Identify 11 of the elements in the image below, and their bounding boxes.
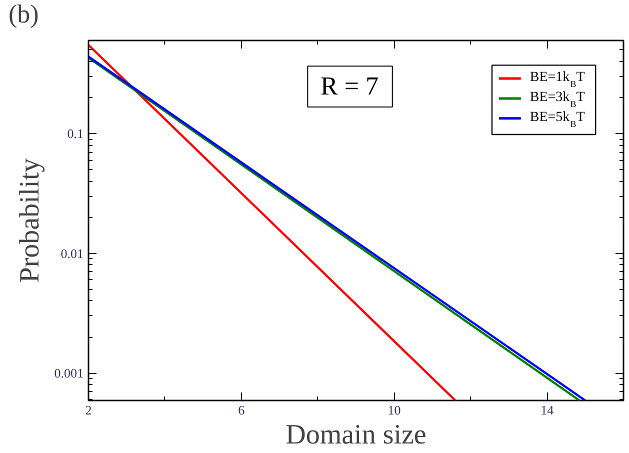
x-tick-label: 6 xyxy=(238,402,246,418)
y-tick-label: 0.1 xyxy=(67,126,84,142)
x-tick-label: 10 xyxy=(388,402,401,418)
x-tick-label: 14 xyxy=(540,402,554,418)
y-axis-title: Probability xyxy=(14,158,46,283)
annotation: R = 7 xyxy=(320,72,379,101)
y-tick-label: 0.001 xyxy=(54,366,84,381)
y-tick-label: 0.01 xyxy=(60,246,84,261)
x-axis-title: Domain size xyxy=(286,420,426,450)
text: (b) xyxy=(8,0,39,28)
x-tick-label: 2 xyxy=(85,402,92,418)
